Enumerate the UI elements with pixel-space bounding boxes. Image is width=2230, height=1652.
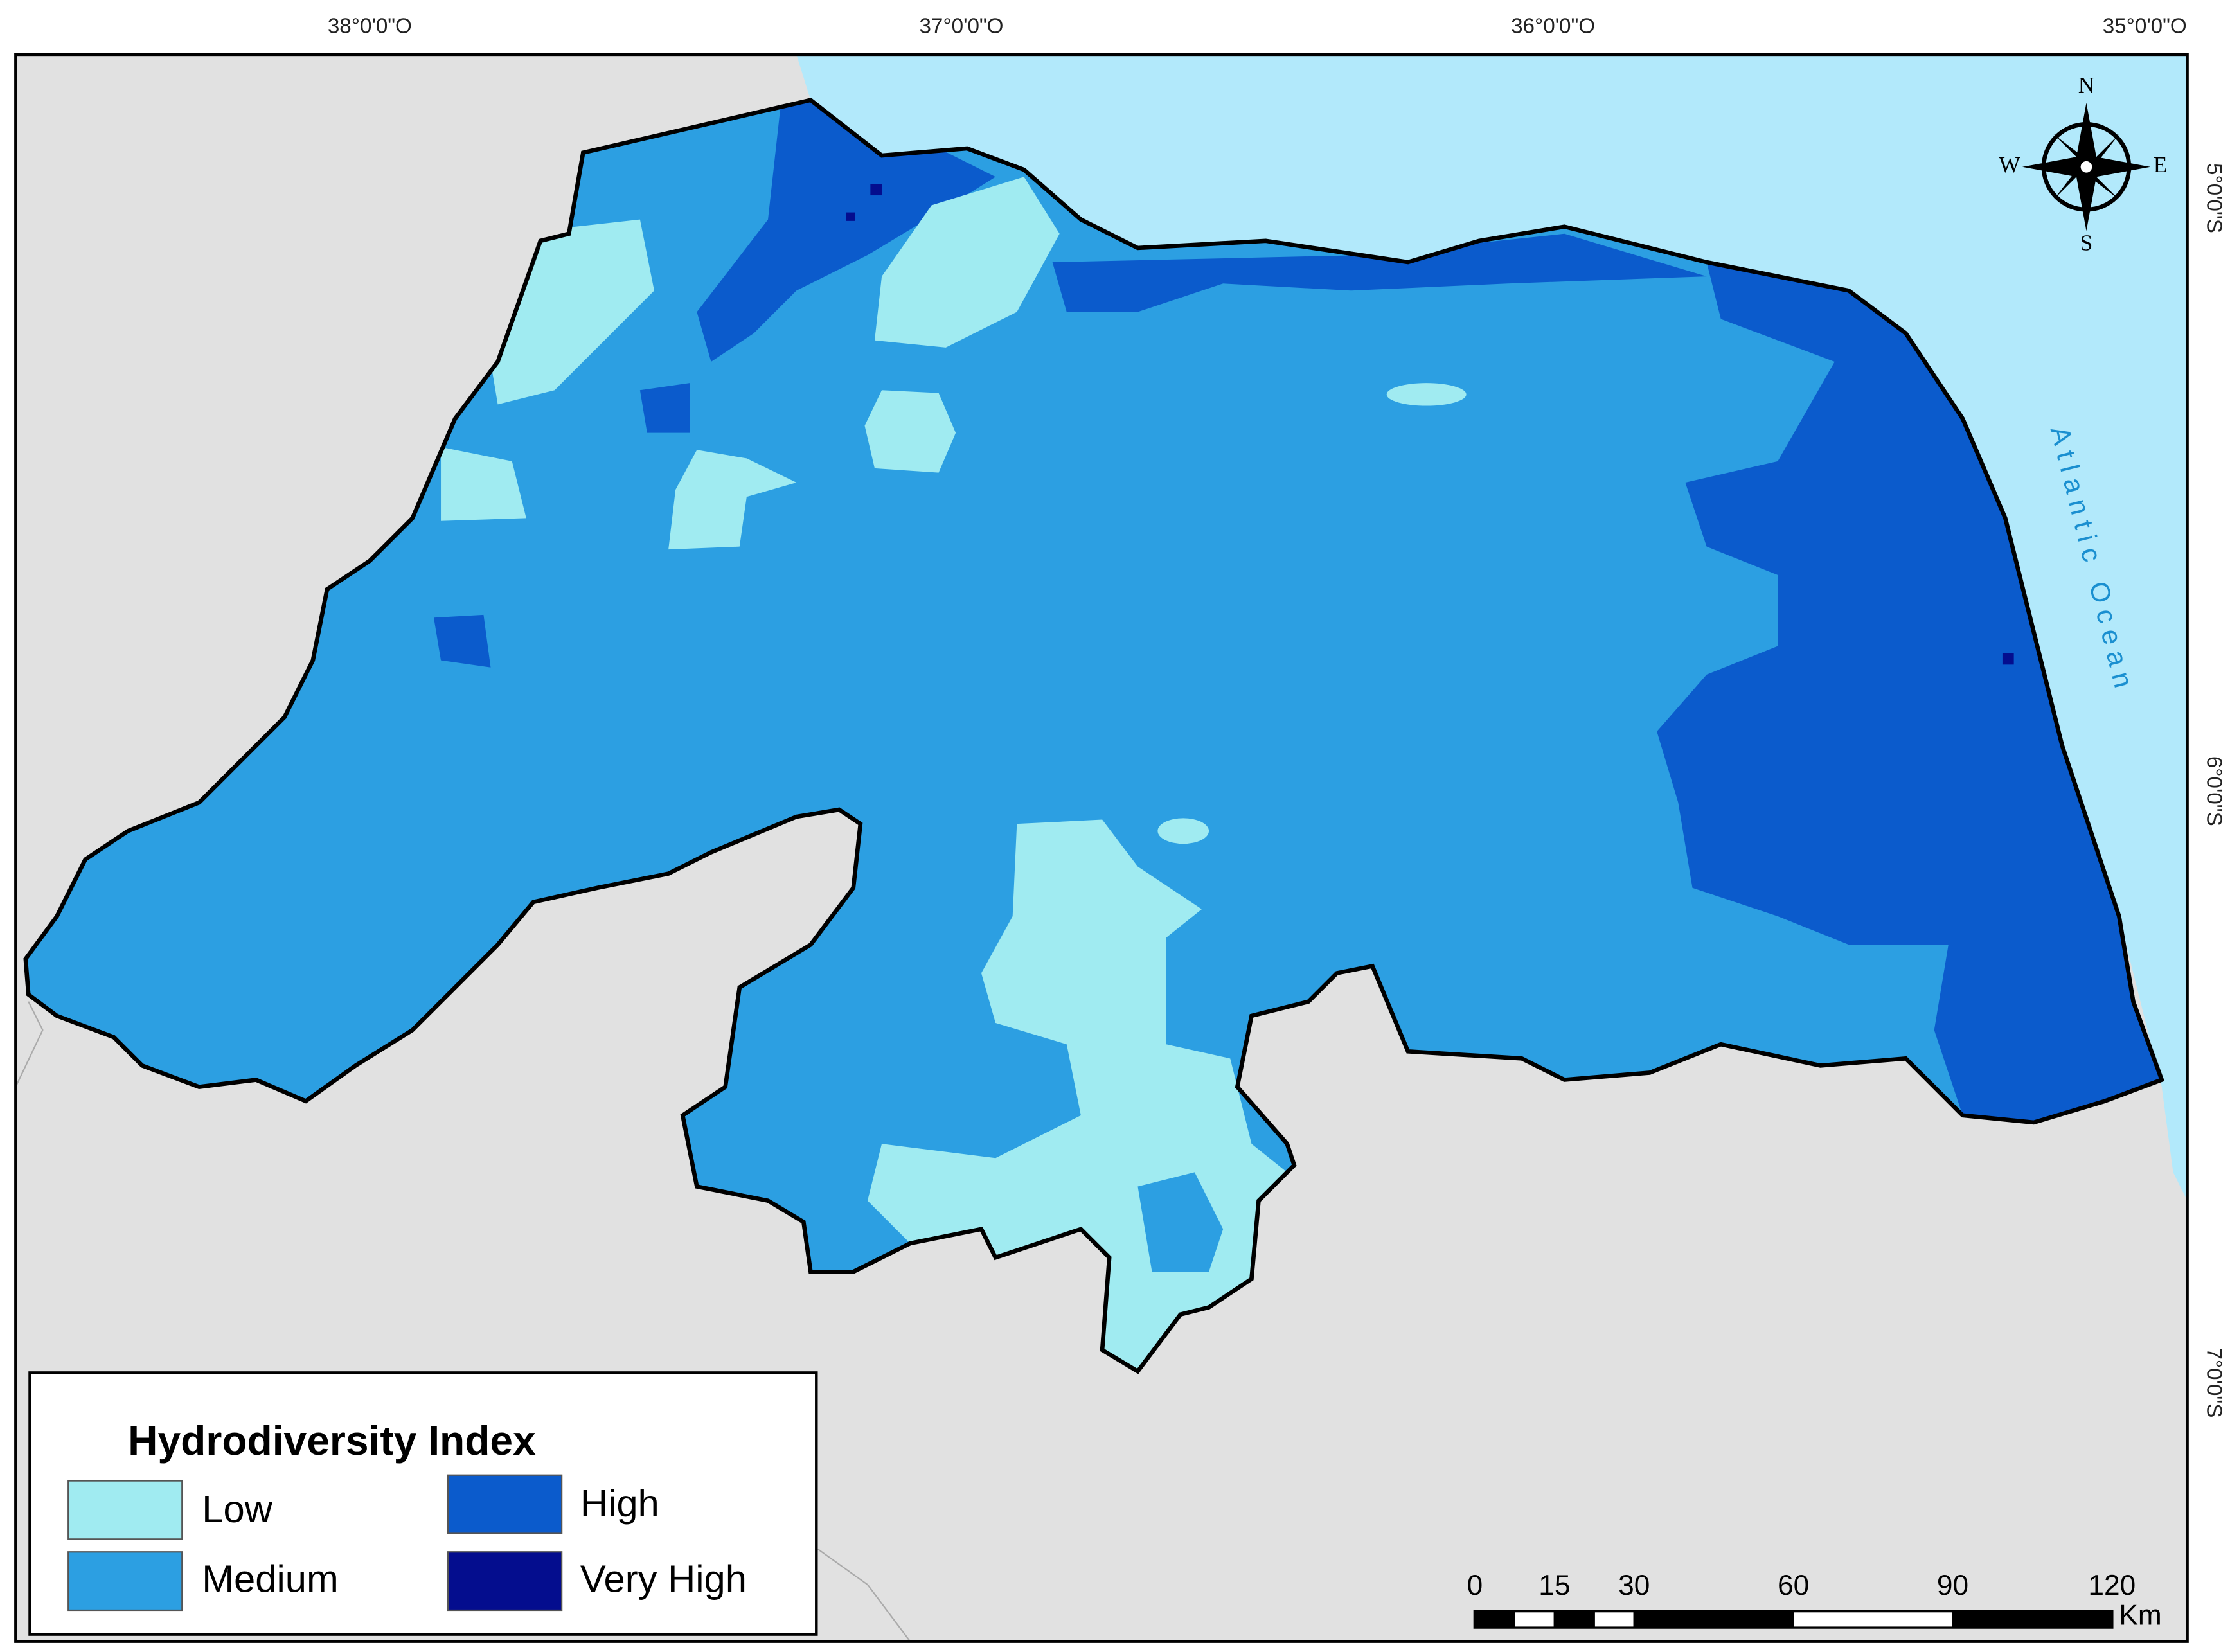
low-zone [1157,818,1209,844]
compass-s: S [2080,230,2093,256]
scale-segment [1474,1611,1515,1628]
longitude-label: 38°0'0"O [328,15,412,39]
low-zone [875,177,1060,348]
very-high-zone [870,184,882,196]
very-high-zone [846,212,855,221]
map-frame [14,53,2189,1643]
longitude-label: 37°0'0"O [919,15,1003,39]
scale-tick-label: 15 [1539,1570,1570,1601]
legend: Hydrodiversity Index Low Medium High Ver… [28,1371,818,1636]
border [15,1001,44,1088]
compass-center [2080,161,2092,173]
medium-zone [1137,1172,1224,1272]
legend-label: High [580,1482,659,1525]
scale-tick-label: 30 [1618,1570,1650,1601]
very-high-zone [2002,653,2014,665]
scale-segment [1952,1611,2113,1628]
latitude-label: 7°0'0"S [2202,1347,2226,1417]
high-zone [697,100,996,362]
low-zone [668,450,797,550]
legend-swatch [67,1551,183,1612]
latitude-labels: 5°0'0"S 6°0'0"S 7°0'0"S [2202,163,2226,1417]
borders [15,1001,911,1642]
low-zone [864,390,956,473]
high-zone [433,614,491,668]
scale-segment [1633,1611,1794,1628]
border [817,1548,911,1642]
latitude-label: 6°0'0"S [2202,756,2226,826]
scale-segment [1553,1611,1595,1628]
compass-e: E [2154,152,2168,177]
legend-label: Medium [202,1557,339,1600]
scale-tick-label: 0 [1467,1570,1483,1601]
high-zone [1052,233,1707,312]
scale-segment [1513,1611,1555,1628]
legend-label: Very High [580,1557,747,1600]
longitude-label: 35°0'0"O [2103,15,2187,39]
scale-segment [1593,1611,1635,1628]
longitude-label: 36°0'0"O [1511,15,1595,39]
compass-n: N [2078,72,2095,98]
longitude-labels: 38°0'0"O 37°0'0"O 36°0'0"O 35°0'0"O [328,15,2187,39]
scale-tick-label: 60 [1778,1570,1809,1601]
high-zone [639,383,690,433]
low-zone [441,447,526,521]
scale-tick-label: 90 [1937,1570,1968,1601]
legend-swatch [447,1474,563,1534]
scale-bar: Km 0 15 30 60 90 120 [1467,1570,2162,1631]
low-zone [1386,383,1467,406]
legend-label: Low [202,1488,272,1531]
scale-tick-label: 120 [2088,1570,2136,1601]
legend-swatch [67,1480,183,1540]
latitude-label: 5°0'0"S [2202,163,2226,233]
compass-w: W [1999,152,2020,177]
legend-title: Hydrodiversity Index [128,1417,536,1464]
legend-swatch [447,1551,563,1612]
compass: N S E W [1999,72,2167,256]
scale-unit: Km [2119,1600,2161,1631]
scale-segment [1792,1611,1954,1628]
